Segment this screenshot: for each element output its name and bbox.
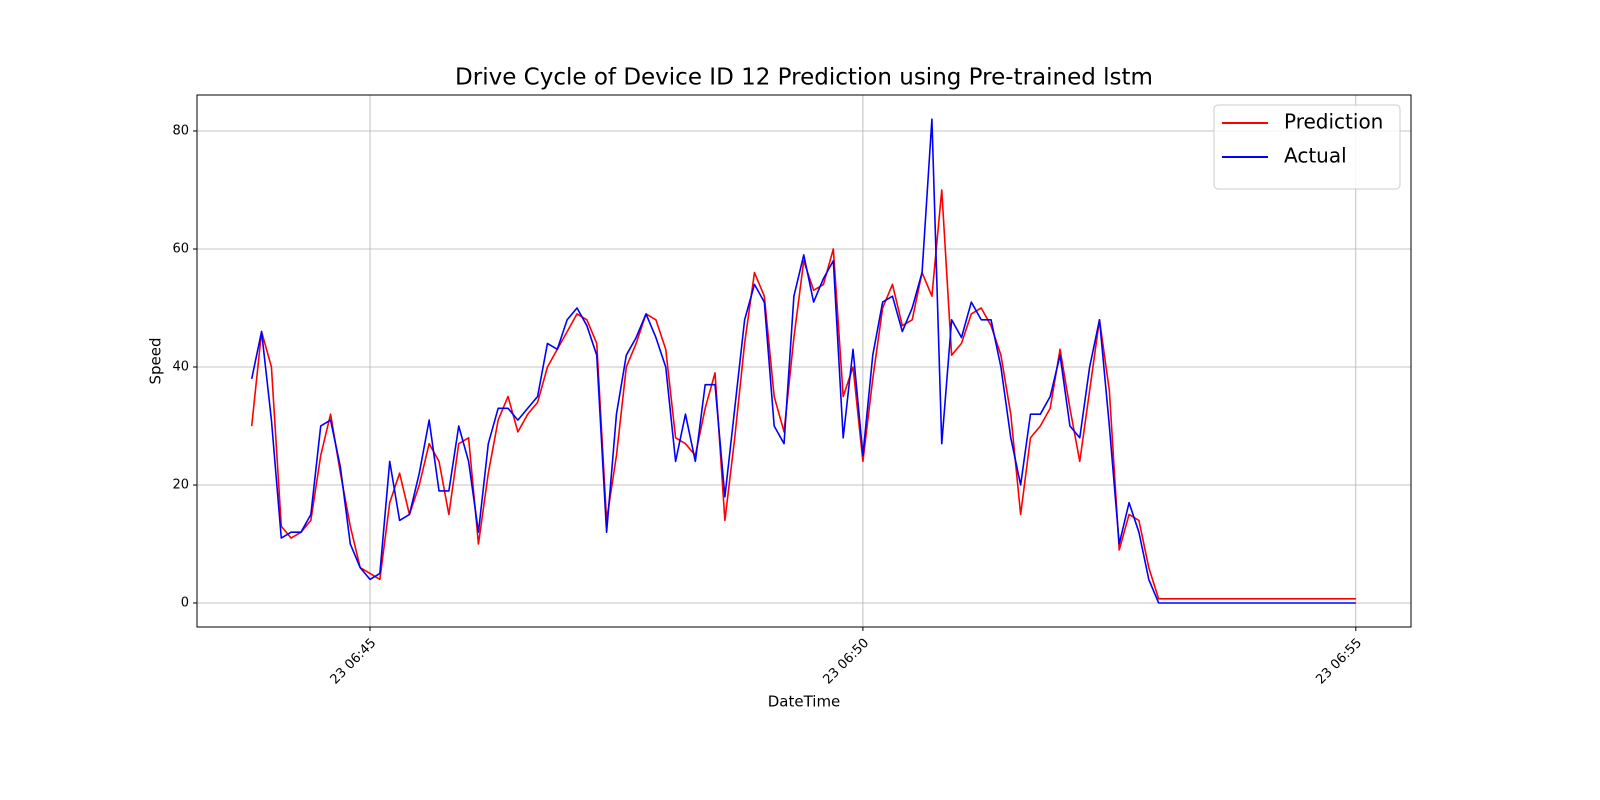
legend-box: [1213, 104, 1401, 190]
x-tick-label: 23 06:50: [820, 636, 872, 688]
y-tick-label: 80: [172, 123, 189, 138]
x-axis-label: DateTime: [768, 693, 841, 711]
y-tick-label: 40: [172, 359, 189, 374]
legend: Prediction Actual: [1213, 104, 1401, 190]
y-tick-label: 0: [181, 595, 189, 610]
plot-frame: [196, 94, 1412, 628]
legend-label: Actual: [1284, 144, 1347, 168]
legend-label: Prediction: [1284, 110, 1383, 134]
chart-title: Drive Cycle of Device ID 12 Prediction u…: [455, 65, 1153, 91]
x-tick-label: 23 06:55: [1313, 636, 1365, 688]
series-line: [250, 189, 1356, 600]
y-tick-label: 60: [172, 241, 189, 256]
y-tick-label: 20: [172, 477, 189, 492]
y-axis-label: Speed: [147, 337, 165, 384]
series-line: [250, 118, 1356, 604]
x-tick-label: 23 06:45: [328, 636, 380, 688]
